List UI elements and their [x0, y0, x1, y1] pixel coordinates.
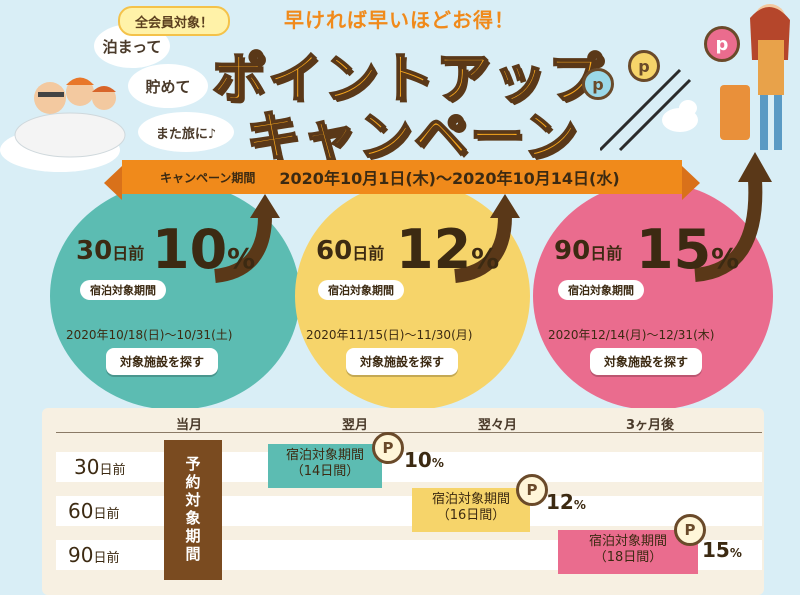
- column-month-after-next: 翌々月: [478, 418, 518, 433]
- campaign-subtitle: 早ければ早いほどお得！: [284, 8, 515, 32]
- speech-bubble-save: 貯めて: [128, 64, 208, 108]
- stay-period-label: 宿泊対象期間: [80, 280, 166, 300]
- column-current-month: 当月: [176, 418, 203, 433]
- point-coin-icon: P: [516, 474, 548, 506]
- timeline-percent: 15%: [702, 538, 742, 562]
- stay-period-box-90: 宿泊対象期間 （18日間）: [558, 530, 698, 574]
- stay-period-label: 宿泊対象期間: [318, 280, 404, 300]
- point-coin-icon: p: [704, 26, 740, 62]
- stay-dates: 2020年11/15(日)～11/30(月): [306, 328, 473, 342]
- point-coin-icon: P: [372, 432, 404, 464]
- tier-days: 30日前: [76, 236, 145, 266]
- stay-period-box-60: 宿泊対象期間 （16日間）: [412, 488, 530, 532]
- campaign-title-line1: ポイントアップ: [211, 46, 604, 111]
- campaign-period-dates: 2020年10月1日(木)～2020年10月14日(水): [279, 169, 620, 188]
- campaign-period-ribbon: キャンペーン期間 2020年10月1日(木)～2020年10月14日(水): [104, 160, 700, 200]
- timeline-row-label: 60日前: [68, 499, 120, 523]
- tier-days: 90日前: [554, 236, 623, 266]
- timeline-header-rule: [56, 432, 762, 433]
- tier-days: 60日前: [316, 236, 385, 266]
- find-facility-button[interactable]: 対象施設を探す: [106, 348, 219, 375]
- campaign-period-label: キャンペーン期間: [160, 170, 256, 185]
- timeline-row-bar: [56, 496, 762, 526]
- tier-percent: 10%: [152, 218, 256, 281]
- stay-dates: 2020年10/18(日)～10/31(土): [66, 328, 233, 342]
- arrow-up-icon: [694, 152, 772, 282]
- arrow-up-icon: [454, 194, 520, 283]
- campaign-title-line2: キャンペーン: [245, 104, 580, 169]
- timeline-row-label: 30日前: [74, 455, 126, 479]
- point-coin-icon: p: [582, 68, 614, 100]
- point-coin-icon: p: [628, 50, 660, 82]
- speech-bubble-travel: また旅に♪: [138, 112, 234, 152]
- stay-period-box-30: 宿泊対象期間 （14日間）: [268, 444, 382, 488]
- booking-period-bar: 予約対象期間: [164, 440, 222, 580]
- column-next-month: 翌月: [342, 418, 369, 433]
- traveler-illustration: [600, 4, 790, 152]
- airplane-family-illustration: [0, 77, 126, 172]
- tier-percent: 12%: [396, 218, 500, 281]
- timeline-percent: 10%: [404, 448, 444, 472]
- find-facility-button[interactable]: 対象施設を探す: [346, 348, 459, 375]
- point-coin-icon: P: [674, 514, 706, 546]
- find-facility-button[interactable]: 対象施設を探す: [590, 348, 703, 375]
- timeline-row-label: 90日前: [68, 543, 120, 567]
- timeline-percent: 12%: [546, 490, 586, 514]
- arrow-up-icon: [214, 194, 280, 283]
- stay-dates: 2020年12/14(月)～12/31(木): [548, 328, 715, 342]
- all-members-badge: 全会員対象！: [118, 6, 230, 36]
- tier-percent: 15%: [636, 218, 740, 281]
- stay-period-label: 宿泊対象期間: [558, 280, 644, 300]
- column-three-months-later: 3ヶ月後: [626, 418, 675, 433]
